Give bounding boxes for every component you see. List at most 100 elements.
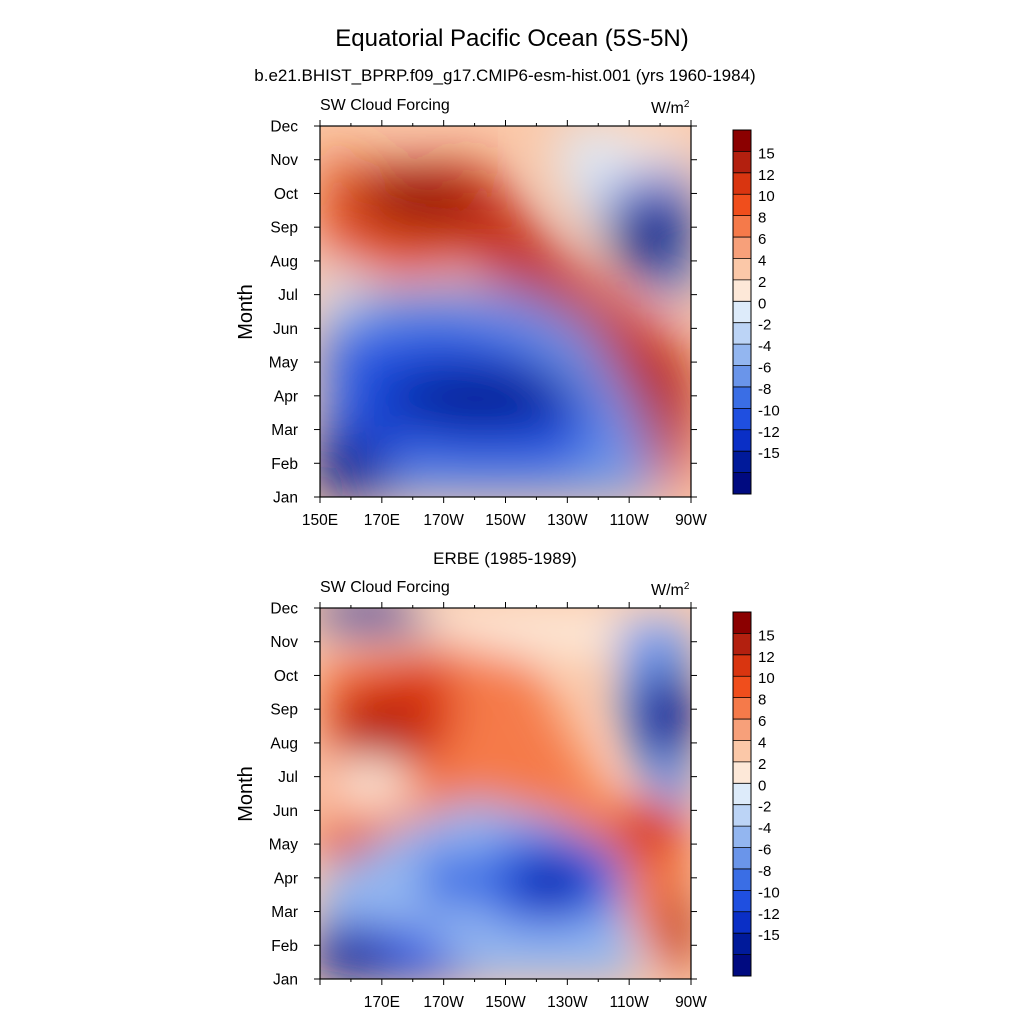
colorbar-label: 15 <box>758 145 775 162</box>
bottom-heatmap <box>320 608 691 979</box>
colorbar-swatch <box>733 890 751 913</box>
colorbar-swatch <box>733 258 751 281</box>
colorbar-label: 4 <box>758 734 766 751</box>
bottom-panel: SW Cloud Forcing W/m2 <box>235 579 707 1011</box>
y-tick-label: Jun <box>273 321 298 338</box>
colorbar-label: -10 <box>758 884 780 901</box>
colorbar-label: 0 <box>758 777 766 794</box>
colorbar-label: 12 <box>758 167 775 184</box>
y-tick-label: Jul <box>278 287 298 304</box>
top-left-label: SW Cloud Forcing <box>320 97 450 114</box>
bottom-ticks: 170E 170W 150W 130W 110W 90W Jan Feb Mar Apr May Ju… <box>269 601 708 1012</box>
colorbar-swatch <box>733 279 751 302</box>
colorbar-swatch <box>733 429 751 452</box>
colorbar-label: -4 <box>758 338 771 355</box>
x-tick-label: 170E <box>364 994 400 1011</box>
colorbar-swatch <box>733 322 751 345</box>
y-tick-label: Jul <box>278 769 298 786</box>
colorbar-swatch <box>733 761 751 784</box>
bottom-units: W/m <box>651 582 684 599</box>
y-tick-label: Nov <box>270 634 298 651</box>
colorbar-swatch <box>733 740 751 763</box>
y-tick-label: Mar <box>271 904 298 921</box>
y-tick-label: Sep <box>270 702 298 719</box>
colorbar-label: -10 <box>758 402 780 419</box>
colorbar-swatch <box>733 215 751 238</box>
y-tick-label: May <box>269 837 299 854</box>
colorbar-label: -15 <box>758 927 780 944</box>
y-tick-label: Feb <box>271 938 298 955</box>
colorbar-swatch <box>733 365 751 388</box>
colorbar-swatch <box>733 633 751 656</box>
top-colorbar: 15 12 10 8 6 4 2 0 -2 -4 -6 -8 -10 -12 -15 <box>732 129 780 495</box>
x-tick-label: 130W <box>547 994 588 1011</box>
figure-subtitle: b.e21.BHIST_BPRP.f09_g17.CMIP6-esm-hist.… <box>254 66 755 85</box>
colorbar-label: 8 <box>758 210 766 227</box>
colorbar-swatch <box>733 151 751 174</box>
colorbar-frame <box>732 129 752 495</box>
top-units-label: W/m2 <box>651 99 690 117</box>
x-tick-label: 150W <box>485 512 526 529</box>
colorbar-swatch <box>733 654 751 677</box>
x-tick-label: 110W <box>609 512 649 529</box>
x-tick-label: 130W <box>547 512 588 529</box>
x-tick-label: 170W <box>423 994 464 1011</box>
colorbar-swatch <box>733 172 751 195</box>
colorbar-label: 10 <box>758 188 775 205</box>
y-tick-label: Mar <box>271 422 298 439</box>
bottom-left-label: SW Cloud Forcing <box>320 579 450 596</box>
units-superscript: 2 <box>684 99 690 110</box>
colorbar-label: -12 <box>758 906 780 923</box>
y-tick-label: Aug <box>270 253 298 270</box>
colorbar-label: -2 <box>758 317 771 334</box>
y-tick-label: May <box>269 355 299 372</box>
colorbar-swatch <box>733 194 751 216</box>
colorbar-swatch <box>733 868 751 891</box>
x-tick-label: 150W <box>485 994 526 1011</box>
colorbar-swatch <box>733 783 751 806</box>
colorbar-swatch <box>733 826 751 848</box>
colorbar-swatch <box>733 408 751 431</box>
colorbar-swatch <box>733 847 751 870</box>
colorbar-label: -6 <box>758 842 771 859</box>
colorbar-label: -6 <box>758 360 771 377</box>
x-tick-label: 90W <box>675 994 707 1011</box>
top-ticks: 150E 170E 170W 150W 130W 110W 90W Jan Feb Mar Apr M… <box>269 119 708 530</box>
colorbar-label: 2 <box>758 756 766 773</box>
x-tick-label: 170E <box>364 512 400 529</box>
colorbar-label: 12 <box>758 649 775 666</box>
y-tick-label: Jan <box>273 490 298 507</box>
colorbar-label: 6 <box>758 713 766 730</box>
x-tick-label: 110W <box>609 994 649 1011</box>
y-tick-label: Oct <box>274 668 299 685</box>
top-y-axis-label: Month <box>235 284 257 340</box>
bottom-units-label: W/m2 <box>651 581 690 599</box>
y-tick-label: Aug <box>270 735 298 752</box>
y-tick-label: Jan <box>273 972 298 989</box>
y-tick-label: Jun <box>273 803 298 820</box>
colorbar-frame <box>732 611 752 977</box>
colorbar-label: -8 <box>758 863 771 880</box>
colorbar-label: -2 <box>758 799 771 816</box>
top-units: W/m <box>651 100 684 117</box>
colorbar-swatch <box>733 954 751 977</box>
y-tick-label: Nov <box>270 152 298 169</box>
top-panel: SW Cloud Forcing W/m2 <box>235 97 707 529</box>
colorbar-label: -15 <box>758 445 780 462</box>
y-tick-label: Apr <box>274 388 298 405</box>
colorbar-swatch <box>733 130 751 152</box>
x-tick-label: 90W <box>675 512 707 529</box>
colorbar-swatch <box>733 451 751 473</box>
colorbar-label: 0 <box>758 295 766 312</box>
colorbar-swatch <box>733 301 751 324</box>
units-superscript: 2 <box>684 581 690 592</box>
colorbar-label: 4 <box>758 252 766 269</box>
colorbar-swatch <box>733 911 751 934</box>
y-tick-label: Sep <box>270 220 298 237</box>
x-tick-label: 150E <box>302 512 338 529</box>
colorbar-label: -8 <box>758 381 771 398</box>
y-tick-label: Dec <box>270 601 298 618</box>
colorbar-swatch <box>733 344 751 366</box>
colorbar-label: 10 <box>758 670 775 687</box>
